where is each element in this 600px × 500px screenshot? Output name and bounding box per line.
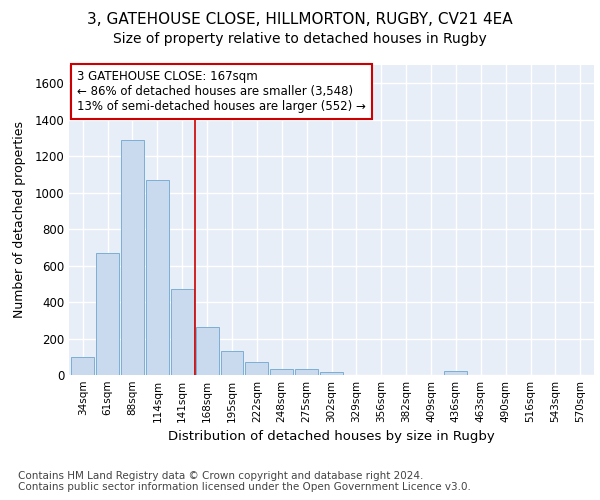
Bar — [445, 372, 467, 375]
Bar — [146, 180, 169, 375]
Text: Contains HM Land Registry data © Crown copyright and database right 2024.
Contai: Contains HM Land Registry data © Crown c… — [18, 471, 471, 492]
Bar — [71, 357, 94, 375]
Y-axis label: Number of detached properties: Number of detached properties — [13, 122, 26, 318]
Bar — [196, 326, 218, 375]
Text: 3, GATEHOUSE CLOSE, HILLMORTON, RUGBY, CV21 4EA: 3, GATEHOUSE CLOSE, HILLMORTON, RUGBY, C… — [87, 12, 513, 28]
Bar — [270, 368, 293, 375]
Bar — [295, 368, 318, 375]
X-axis label: Distribution of detached houses by size in Rugby: Distribution of detached houses by size … — [168, 430, 495, 444]
Text: 3 GATEHOUSE CLOSE: 167sqm
← 86% of detached houses are smaller (3,548)
13% of se: 3 GATEHOUSE CLOSE: 167sqm ← 86% of detac… — [77, 70, 366, 112]
Bar — [96, 253, 119, 375]
Bar — [121, 140, 144, 375]
Bar — [221, 352, 244, 375]
Bar — [320, 372, 343, 375]
Bar — [245, 362, 268, 375]
Bar — [171, 290, 194, 375]
Text: Size of property relative to detached houses in Rugby: Size of property relative to detached ho… — [113, 32, 487, 46]
